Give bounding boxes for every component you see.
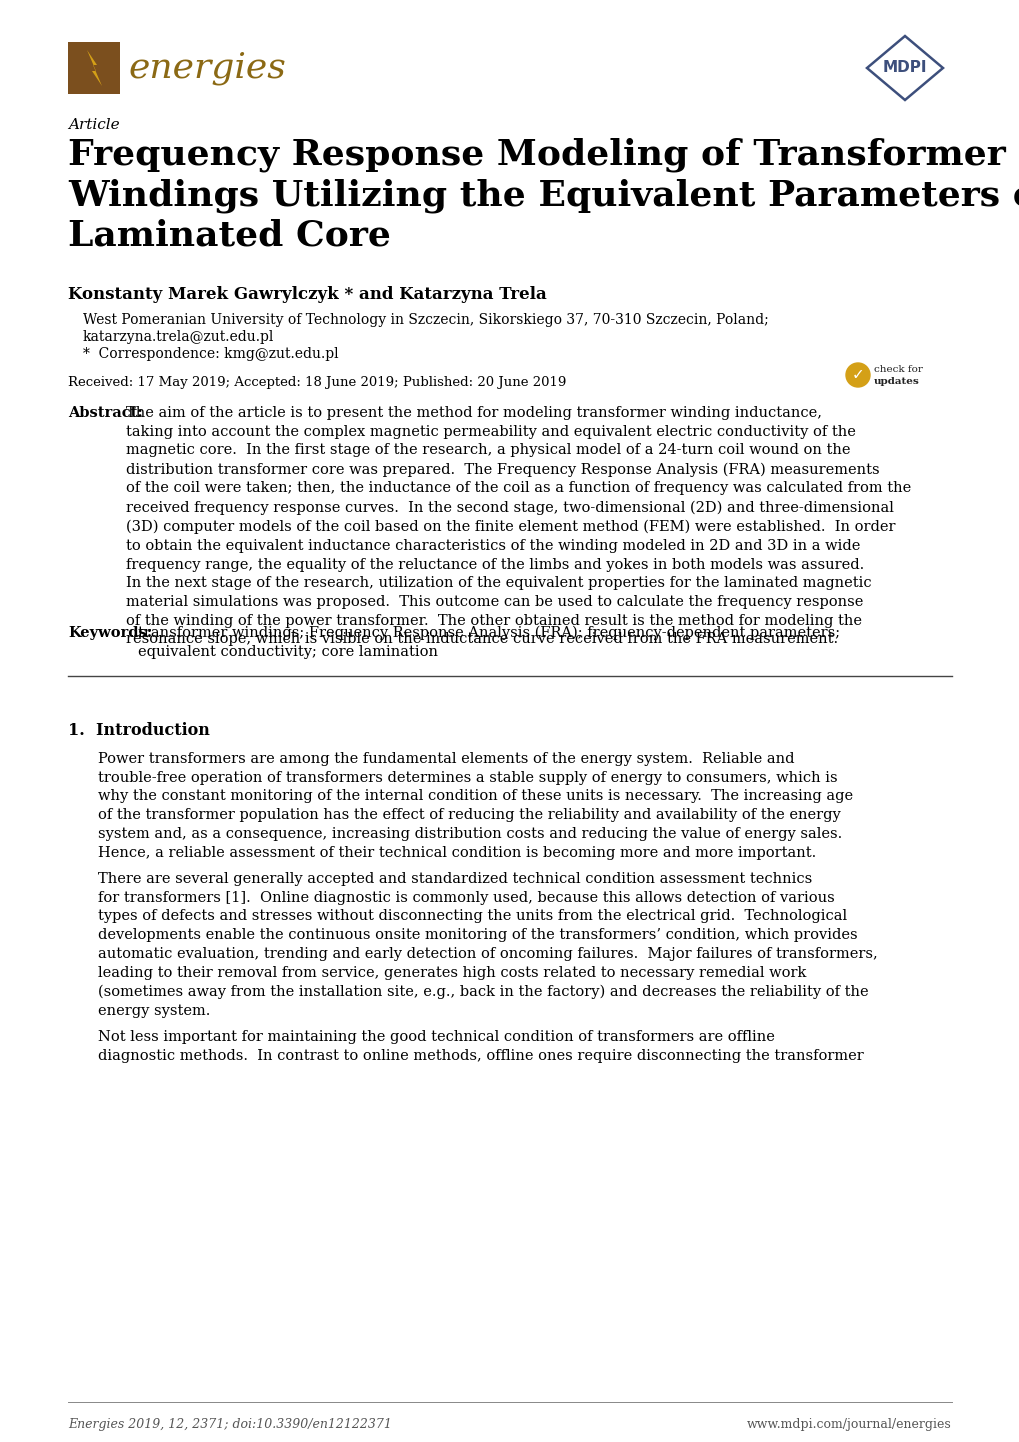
- Text: Received: 17 May 2019; Accepted: 18 June 2019; Published: 20 June 2019: Received: 17 May 2019; Accepted: 18 June…: [68, 376, 566, 389]
- Text: *  Correspondence: kmg@zut.edu.pl: * Correspondence: kmg@zut.edu.pl: [83, 348, 338, 360]
- Text: MDPI: MDPI: [881, 61, 926, 75]
- Circle shape: [845, 363, 869, 386]
- Text: West Pomeranian University of Technology in Szczecin, Sikorskiego 37, 70-310 Szc: West Pomeranian University of Technology…: [83, 313, 768, 327]
- Text: katarzyna.trela@zut.edu.pl: katarzyna.trela@zut.edu.pl: [83, 330, 274, 345]
- Text: Keywords:: Keywords:: [68, 626, 152, 640]
- Text: Frequency Response Modeling of Transformer
Windings Utilizing the Equivalent Par: Frequency Response Modeling of Transform…: [68, 138, 1019, 252]
- Text: ✓: ✓: [851, 368, 863, 382]
- Text: 1.  Introduction: 1. Introduction: [68, 722, 210, 738]
- Text: Energies 2019, 12, 2371; doi:10.3390/en12122371: Energies 2019, 12, 2371; doi:10.3390/en1…: [68, 1417, 391, 1430]
- Text: Power transformers are among the fundamental elements of the energy system.  Rel: Power transformers are among the fundame…: [98, 751, 852, 859]
- Polygon shape: [87, 50, 102, 87]
- Text: updates: updates: [873, 376, 919, 386]
- Text: There are several generally accepted and standardized technical condition assess: There are several generally accepted and…: [98, 872, 877, 1018]
- Text: Not less important for maintaining the good technical condition of transformers : Not less important for maintaining the g…: [98, 1030, 863, 1063]
- Text: Konstanty Marek Gawrylczyk * and Katarzyna Trela: Konstanty Marek Gawrylczyk * and Katarzy…: [68, 286, 546, 303]
- Text: The aim of the article is to present the method for modeling transformer winding: The aim of the article is to present the…: [126, 407, 910, 646]
- Text: www.mdpi.com/journal/energies: www.mdpi.com/journal/energies: [747, 1417, 951, 1430]
- Text: Abstract:: Abstract:: [68, 407, 143, 420]
- Text: Article: Article: [68, 118, 119, 133]
- Text: energies: energies: [127, 50, 285, 85]
- FancyBboxPatch shape: [68, 42, 120, 94]
- Text: transformer windings; Frequency Response Analysis (FRA); frequency-dependent par: transformer windings; Frequency Response…: [138, 626, 840, 659]
- Text: check for: check for: [873, 365, 922, 373]
